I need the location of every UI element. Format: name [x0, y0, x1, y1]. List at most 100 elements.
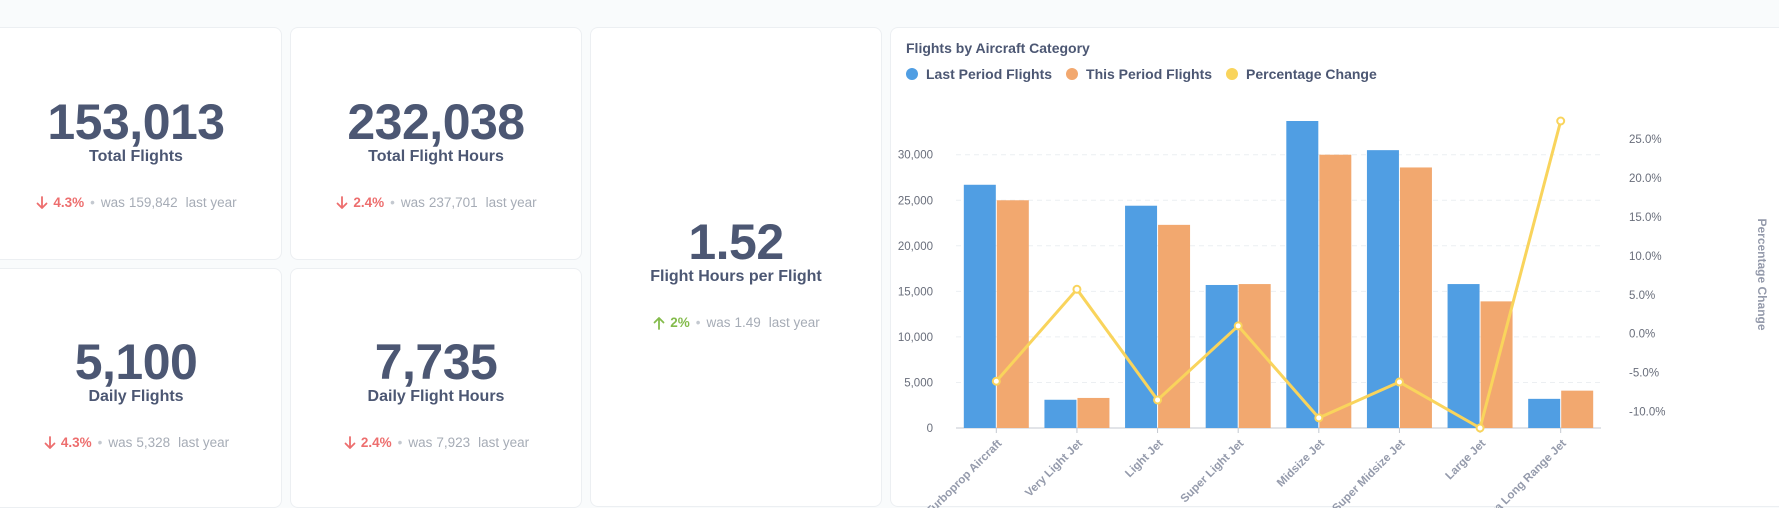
legend-label: Percentage Change — [1246, 66, 1377, 82]
line-point-percentage-change — [991, 376, 1001, 386]
kpi-previous-value: 237,701 — [428, 195, 478, 210]
line-point-percentage-change — [1556, 116, 1566, 126]
x-tick-label: Light Jet — [1123, 438, 1165, 480]
kpi-was-prefix: was — [400, 195, 425, 210]
legend-dot-icon — [906, 68, 918, 80]
kpi-value: 7,735 — [374, 334, 498, 390]
bar-this-period — [1158, 224, 1191, 428]
y-tick-label: 30,000 — [898, 150, 933, 162]
line-percentage-change — [995, 120, 1563, 430]
bar-this-period — [1077, 397, 1110, 428]
bar-last-period — [1044, 399, 1077, 428]
kpi-card-daily-flight-hours[interactable]: 7,735 Daily Flight Hours 2.4% • was 7,92… — [290, 268, 582, 508]
bar-last-period — [1205, 284, 1238, 428]
y-tick-label: 25,000 — [898, 195, 933, 207]
kpi-was-prefix: was — [100, 195, 125, 210]
line-point-percentage-change — [1475, 423, 1485, 433]
kpi-card-total-flight-hours[interactable]: 232,038 Total Flight Hours 2.4% • was 23… — [290, 27, 582, 260]
kpi-label: Flight Hours per Flight — [650, 268, 822, 285]
y-tick-label: 10,000 — [898, 332, 933, 344]
legend-label: This Period Flights — [1086, 66, 1213, 82]
kpi-comparison: 2% • was 1.49 last year — [591, 315, 881, 330]
kpi-value: 232,038 — [347, 94, 525, 150]
legend-label: Last Period Flights — [926, 66, 1053, 82]
chart-legend: Last Period Flights This Period Flights … — [906, 66, 1377, 82]
chart-title[interactable]: Flights by Aircraft Category — [906, 40, 1090, 56]
kpi-change-percent: 2.4% — [360, 435, 392, 450]
kpi-period: last year — [178, 435, 230, 450]
legend-item-last-period[interactable]: Last Period Flights — [906, 66, 1052, 82]
bar-this-period — [1399, 167, 1432, 428]
kpi-card-hours-per-flight[interactable]: 1.52 Flight Hours per Flight 2% • was 1.… — [590, 27, 882, 507]
kpi-value: 153,013 — [47, 94, 225, 150]
separator-dot: • — [397, 435, 403, 450]
kpi-previous-value: 5,328 — [136, 435, 171, 450]
y-tick-label: 15,000 — [898, 286, 933, 298]
kpi-period: last year — [478, 435, 530, 450]
kpi-change-percent: 4.3% — [60, 435, 92, 450]
y2-tick-label: 5.0% — [1629, 290, 1655, 302]
y2-tick-label: 25.0% — [1629, 134, 1662, 146]
legend-item-this-period[interactable]: This Period Flights — [1066, 66, 1212, 82]
legend-dot-icon — [1066, 68, 1079, 80]
kpi-previous-value: 1.49 — [734, 315, 761, 330]
kpi-comparison: 4.3% • was 5,328 last year — [0, 435, 281, 450]
arrow-up-icon — [653, 316, 665, 330]
y-tick-label: 5,000 — [904, 377, 933, 389]
arrow-down-icon — [44, 435, 56, 449]
line-point-percentage-change — [1153, 395, 1163, 405]
separator-dot: • — [97, 435, 103, 450]
line-point-percentage-change — [1072, 284, 1082, 294]
y-tick-label: 20,000 — [898, 241, 933, 253]
y2-axis-label: Percentage Change — [1755, 218, 1769, 330]
y2-tick-label: -10.0% — [1629, 407, 1665, 419]
legend-item-percentage-change[interactable]: Percentage Change — [1226, 66, 1377, 82]
kpi-was-prefix: was — [706, 315, 731, 330]
separator-dot: • — [90, 195, 95, 210]
bar-last-period — [1286, 121, 1319, 428]
kpi-label: Daily Flight Hours — [367, 388, 505, 405]
x-tick-label: Super Light Jet — [1179, 438, 1247, 506]
y2-tick-label: -5.0% — [1629, 368, 1659, 380]
kpi-label: Daily Flights — [88, 388, 184, 405]
x-tick-label: Midsize Jet — [1275, 438, 1327, 490]
kpi-previous-value: 159,842 — [128, 195, 178, 210]
separator-dot: • — [695, 315, 701, 330]
arrow-down-icon — [36, 195, 48, 209]
kpi-card-daily-flights[interactable]: 5,100 Daily Flights 4.3% • was 5,328 las… — [0, 268, 282, 508]
y2-tick-label: 15.0% — [1629, 212, 1662, 224]
arrow-down-icon — [336, 195, 348, 209]
kpi-period: last year — [485, 195, 537, 210]
arrow-down-icon — [344, 435, 356, 449]
kpi-comparison: 2.4% • was 237,701 last year — [291, 195, 581, 210]
y2-tick-label: 0.0% — [1629, 329, 1655, 341]
kpi-previous-value: 7,923 — [436, 435, 471, 450]
bar-last-period — [1447, 284, 1480, 428]
legend-dot-icon — [1226, 68, 1239, 80]
kpi-comparison: 2.4% • was 7,923 last year — [291, 435, 581, 450]
x-tick-label: Turboprop Aircraft — [925, 438, 1005, 508]
line-point-percentage-change — [1394, 377, 1404, 387]
chart-card-flights-by-category[interactable]: Flights by Aircraft Category Last Period… — [890, 27, 1779, 508]
bar-line-chart: 0 5,000 10,000 15,000 20,000 25,000 30,000 -10.… — [898, 116, 1769, 508]
separator-dot: • — [390, 195, 395, 210]
kpi-comparison: 4.3% • was 159,842 last year — [0, 195, 281, 210]
kpi-change-percent: 2.4% — [353, 195, 385, 210]
bar-this-period — [996, 200, 1029, 428]
y2-tick-label: 10.0% — [1629, 251, 1662, 263]
kpi-value: 5,100 — [74, 334, 198, 390]
x-tick-label: Ultra Long Range Jet — [1479, 438, 1569, 508]
line-point-percentage-change — [1314, 413, 1324, 423]
kpi-change-percent: 4.3% — [53, 195, 85, 210]
kpi-label: Total Flights — [89, 148, 183, 165]
x-tick-label: Large Jet — [1444, 438, 1489, 483]
bar-this-period — [1561, 390, 1594, 428]
kpi-was-prefix: was — [408, 435, 433, 450]
y2-tick-label: 20.0% — [1629, 173, 1662, 185]
kpi-period: last year — [185, 195, 237, 210]
x-tick-label: Super Midsize Jet — [1330, 438, 1407, 508]
kpi-card-total-flights[interactable]: 153,013 Total Flights 4.3% • was 159,842… — [0, 27, 282, 260]
y-tick-label: 0 — [927, 423, 933, 435]
kpi-label: Total Flight Hours — [368, 148, 504, 165]
kpi-was-prefix: was — [108, 435, 133, 450]
